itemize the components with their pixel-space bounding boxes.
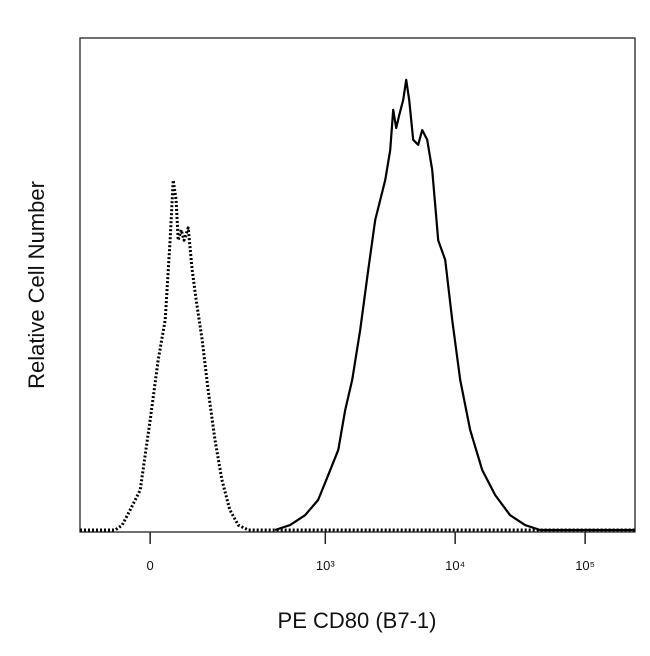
histogram-line [80, 178, 635, 532]
x-axis-label: PE CD80 (B7-1) [278, 608, 437, 633]
x-tick-label: 10⁵ [575, 558, 595, 573]
histogram-line [274, 78, 635, 532]
x-tick-label: 10³ [316, 558, 335, 573]
y-axis-label: Relative Cell Number [24, 181, 49, 389]
x-tick-label: 10⁴ [445, 558, 465, 573]
plot-frame [79, 37, 636, 533]
x-tick-label: 0 [147, 558, 154, 573]
